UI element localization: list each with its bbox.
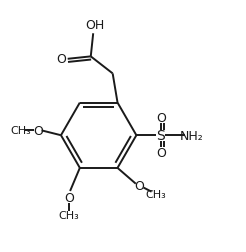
Text: OH: OH — [85, 19, 104, 32]
Text: CH₃: CH₃ — [11, 126, 31, 136]
Text: O: O — [156, 112, 166, 125]
Text: O: O — [64, 191, 74, 204]
Text: O: O — [33, 124, 43, 137]
Text: NH₂: NH₂ — [180, 129, 204, 142]
Text: S: S — [156, 129, 165, 143]
Text: O: O — [57, 53, 66, 66]
Text: CH₃: CH₃ — [59, 210, 79, 220]
Text: O: O — [135, 179, 144, 192]
Text: O: O — [156, 147, 166, 160]
Text: CH₃: CH₃ — [146, 190, 166, 199]
